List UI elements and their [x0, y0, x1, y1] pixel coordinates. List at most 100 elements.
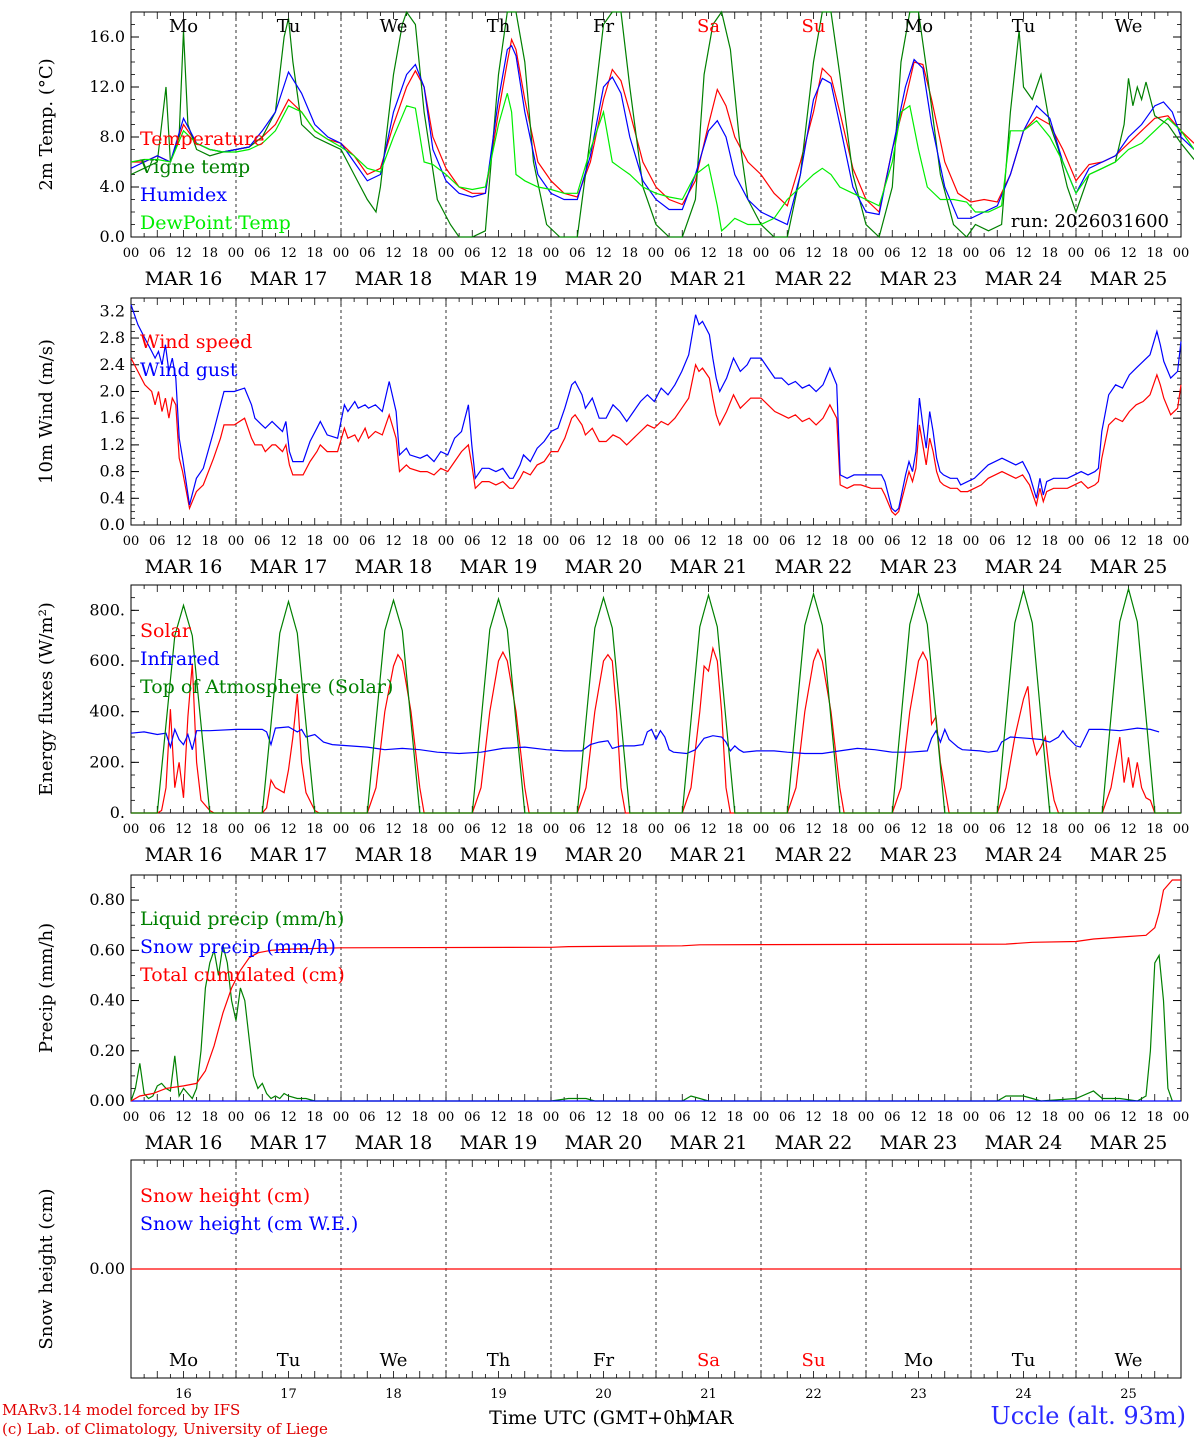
y-tick-label: 12.0: [89, 77, 125, 96]
day-name: Su: [802, 1350, 826, 1371]
hour-tick-label: 06: [464, 246, 481, 261]
hour-tick-label: 00: [1068, 822, 1085, 837]
legend-entry: DewPoint Temp: [140, 212, 291, 234]
hour-tick-label: 06: [464, 1110, 481, 1125]
hour-tick-label: 18: [1146, 534, 1163, 549]
hour-tick-label: 06: [884, 246, 901, 261]
y-tick-label: 400.: [89, 702, 125, 721]
hour-tick-label: 00: [1173, 1110, 1190, 1125]
date-label: MAR 19: [460, 844, 538, 866]
hour-tick-label: 00: [858, 822, 875, 837]
date-label: MAR 24: [985, 268, 1063, 290]
hour-tick-label: 18: [1146, 1110, 1163, 1125]
y-tick-label: 800.: [89, 600, 125, 619]
date-label: MAR 23: [880, 556, 958, 578]
date-label: MAR 18: [355, 556, 433, 578]
hour-tick-label: 18: [726, 246, 743, 261]
hour-tick-label: 18: [726, 822, 743, 837]
hour-tick-label: 12: [385, 246, 402, 261]
hour-tick-label: 00: [753, 534, 770, 549]
hour-tick-label: 06: [464, 534, 481, 549]
panel-wind: 0.0 0.4 0.8 1.2 1.6 2.0 2.4 2.8 3.2 10m Wind (m/s…: [36, 297, 1189, 578]
hour-tick-label: 06: [254, 534, 271, 549]
day-number: 19: [490, 1387, 507, 1402]
hour-tick-label: 18: [936, 822, 953, 837]
hour-tick-label: 18: [411, 246, 428, 261]
hour-tick-label: 00: [333, 534, 350, 549]
hour-tick-label: 00: [333, 1110, 350, 1125]
hour-tick-label: 12: [910, 1110, 927, 1125]
hour-tick-label: 12: [595, 246, 612, 261]
legend-entry: Infrared: [140, 648, 220, 670]
y-tick-label: 1.6: [100, 408, 125, 427]
hour-tick-label: 06: [1094, 822, 1111, 837]
legend-entry: Snow height (cm W.E.): [140, 1213, 358, 1235]
date-label: MAR 17: [250, 844, 328, 866]
hour-tick-label: 06: [779, 1110, 796, 1125]
panel-snow: 0.00 Snow height (cm) Snow height (cm) Snow…: [36, 1159, 1182, 1429]
hour-tick-label: 18: [306, 1110, 323, 1125]
hour-tick-label: 12: [700, 822, 717, 837]
x-axis-month: MAR: [686, 1407, 734, 1429]
hour-tick-label: 06: [884, 534, 901, 549]
hour-tick-label: 18: [726, 1110, 743, 1125]
date-label: MAR 21: [670, 844, 748, 866]
legend-entry: Wind speed: [140, 331, 252, 353]
hour-tick-label: 00: [123, 822, 140, 837]
hour-tick-label: 06: [989, 822, 1006, 837]
day-name: Th: [487, 16, 511, 37]
hour-tick-label: 18: [516, 246, 533, 261]
day-name: Mo: [169, 16, 198, 37]
legend-entry: Wind gust: [140, 359, 238, 381]
y-tick-label: 0.00: [89, 1259, 125, 1278]
day-number: 25: [1120, 1387, 1137, 1402]
hour-tick-label: 00: [228, 1110, 245, 1125]
day-name: Mo: [904, 1350, 933, 1371]
day-number: 16: [175, 1387, 192, 1402]
hour-tick-label: 12: [175, 1110, 192, 1125]
hour-tick-label: 12: [175, 246, 192, 261]
hour-tick-label: 00: [123, 534, 140, 549]
hour-tick-label: 00: [1068, 1110, 1085, 1125]
date-label: MAR 23: [880, 844, 958, 866]
hour-tick-label: 06: [149, 1110, 166, 1125]
hour-tick-label: 00: [753, 1110, 770, 1125]
hour-tick-label: 12: [910, 822, 927, 837]
series-line-total-cumulated-cm-: [130, 879, 1181, 1102]
hour-tick-label: 06: [149, 246, 166, 261]
hour-tick-label: 06: [884, 822, 901, 837]
hour-tick-label: 06: [779, 246, 796, 261]
date-label: MAR 16: [145, 1132, 223, 1154]
hour-tick-label: 12: [805, 246, 822, 261]
hour-tick-label: 00: [648, 822, 665, 837]
hour-tick-label: 06: [149, 534, 166, 549]
hour-tick-label: 00: [123, 1110, 140, 1125]
day-name: Mo: [904, 16, 933, 37]
date-label: MAR 22: [775, 268, 853, 290]
y-axis-label: 2m Temp. (°C): [36, 58, 57, 190]
legend-entry: Total cumulated (cm): [140, 964, 345, 986]
series-line-top-of-atmosphere-solar-: [131, 586, 1181, 814]
hour-tick-label: 12: [805, 822, 822, 837]
hour-tick-label: 18: [1041, 1110, 1058, 1125]
y-tick-label: 0.80: [89, 890, 125, 909]
date-label: MAR 17: [250, 1132, 328, 1154]
hour-tick-label: 12: [595, 822, 612, 837]
legend-entry: Humidex: [140, 184, 227, 206]
y-tick-label: 0.0: [100, 227, 125, 246]
hour-tick-label: 00: [438, 1110, 455, 1125]
day-number: 22: [805, 1387, 822, 1402]
y-tick-label: 0.4: [100, 488, 125, 507]
date-label: MAR 20: [565, 268, 643, 290]
date-label: MAR 18: [355, 844, 433, 866]
date-label: MAR 19: [460, 1132, 538, 1154]
y-tick-label: 16.0: [89, 27, 125, 46]
series-line-infrared: [130, 726, 1160, 755]
hour-tick-label: 18: [936, 1110, 953, 1125]
hour-tick-label: 00: [963, 534, 980, 549]
date-label: MAR 25: [1090, 268, 1168, 290]
hour-tick-label: 00: [858, 246, 875, 261]
hour-tick-label: 06: [254, 246, 271, 261]
hour-tick-label: 06: [569, 246, 586, 261]
y-tick-label: 0.8: [100, 462, 125, 481]
